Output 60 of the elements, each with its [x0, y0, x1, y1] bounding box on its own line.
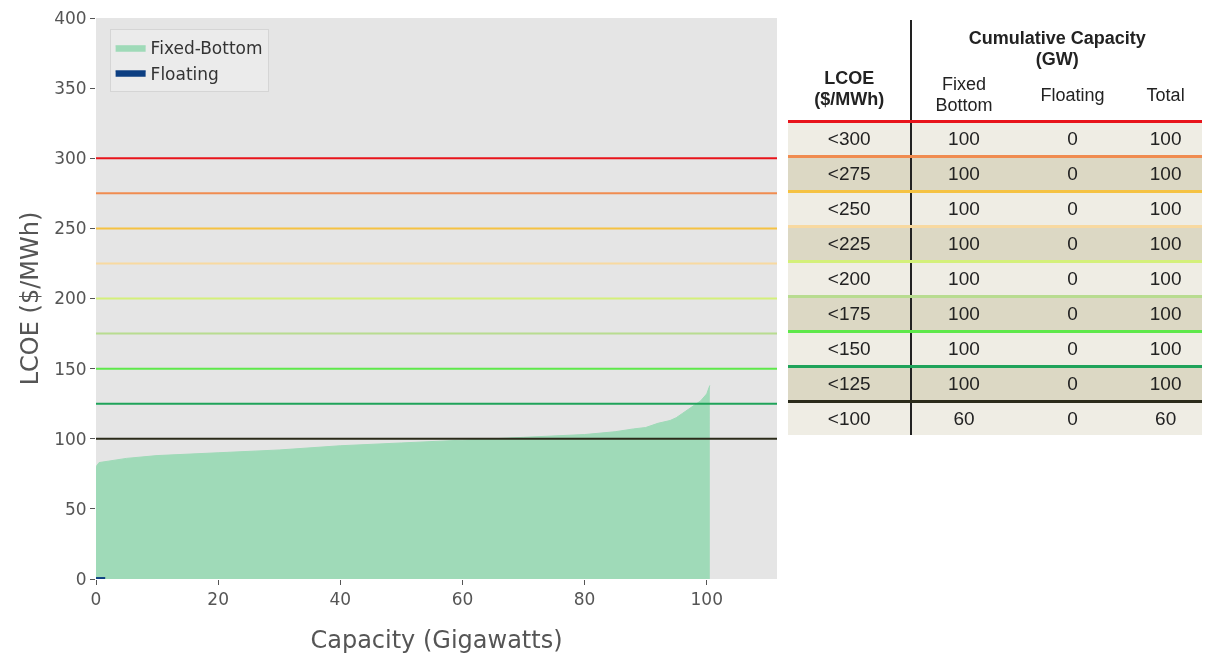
y-tick-label: 0: [75, 568, 87, 589]
y-tick-label: 200: [54, 288, 87, 309]
text: 0: [1067, 233, 1078, 254]
x-tick-label: 0: [90, 589, 102, 610]
text: 0: [1067, 128, 1078, 149]
y-tick-label: 50: [64, 498, 87, 519]
x-tick-label: 60: [451, 589, 474, 610]
text: 100: [1149, 128, 1182, 149]
category-label: Fixed Bottom: [934, 73, 994, 117]
legend-label: Fixed-Bottom: [150, 38, 263, 59]
text: 0: [1067, 408, 1078, 429]
x-tick-label: 100: [690, 589, 723, 610]
category-label: Total: [1145, 83, 1186, 107]
text: 100: [1149, 338, 1182, 359]
category-label: <275: [827, 163, 871, 184]
text: 100: [948, 303, 980, 324]
y-axis-title: LCOE ($/MWh): [16, 211, 44, 386]
y-tick-label: 300: [54, 148, 87, 169]
y-tick-label: 150: [54, 358, 87, 379]
category-label: Floating: [1039, 83, 1106, 107]
text: 0: [1067, 268, 1078, 289]
category-label: <200: [827, 268, 871, 289]
text: 100: [1149, 303, 1182, 324]
category-label: <100: [827, 408, 871, 429]
text: 0: [1067, 303, 1078, 324]
x-axis-title: Capacity (Gigawatts): [310, 626, 563, 654]
category-label: <175: [827, 303, 871, 324]
category-label: <125: [827, 373, 871, 394]
legend-label: Floating: [150, 63, 219, 84]
text: 100: [948, 268, 980, 289]
category-label: <300: [827, 128, 871, 149]
y-tick-label: 400: [54, 7, 87, 28]
y-tick-label: 250: [54, 218, 87, 239]
text: 100: [1149, 233, 1182, 254]
text: 0: [1067, 338, 1078, 359]
text: 100: [1149, 373, 1182, 394]
text: 100: [948, 233, 980, 254]
x-tick-label: 40: [329, 589, 352, 610]
text: Cumulative Capacity (GW): [967, 27, 1147, 71]
text: 0: [1067, 198, 1078, 219]
text: 100: [1149, 198, 1182, 219]
text: 100: [948, 373, 980, 394]
category-label: <150: [827, 338, 871, 359]
text: 0: [1067, 163, 1078, 184]
text: 100: [948, 338, 980, 359]
text: 100: [1149, 268, 1182, 289]
text: 60: [1155, 408, 1177, 429]
x-tick-label: 80: [573, 589, 596, 610]
text: 100: [948, 163, 980, 184]
y-tick-label: 100: [54, 428, 87, 449]
y-tick-label: 350: [54, 78, 87, 99]
text: 100: [948, 198, 980, 219]
category-label: <250: [827, 198, 871, 219]
text: 0: [1067, 373, 1078, 394]
category-label: LCOE ($/MWh): [788, 20, 912, 122]
category-label: <225: [827, 233, 871, 254]
x-tick-label: 20: [207, 589, 229, 610]
text: 60: [953, 408, 975, 429]
text: 100: [948, 128, 980, 149]
text: 100: [1149, 163, 1182, 184]
